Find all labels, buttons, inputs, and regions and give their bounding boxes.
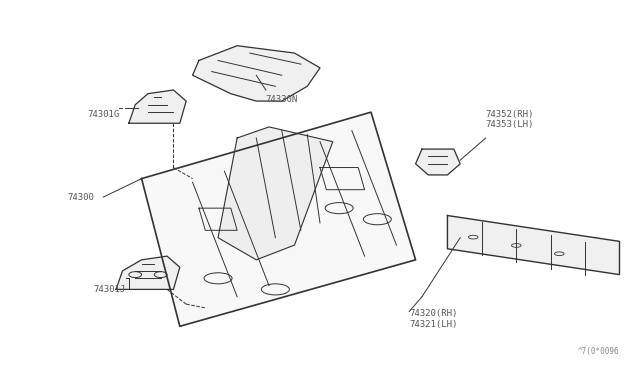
Polygon shape xyxy=(218,127,333,260)
Text: 74301G: 74301G xyxy=(87,109,119,119)
Polygon shape xyxy=(447,215,620,275)
Text: 74352(RH)
74353(LH): 74352(RH) 74353(LH) xyxy=(486,110,534,129)
Text: 74320(RH)
74321(LH): 74320(RH) 74321(LH) xyxy=(409,309,458,328)
Text: 74300: 74300 xyxy=(67,193,94,202)
Polygon shape xyxy=(116,256,180,289)
Polygon shape xyxy=(193,46,320,101)
Polygon shape xyxy=(129,90,186,123)
Text: 74330N: 74330N xyxy=(266,95,298,104)
Polygon shape xyxy=(141,112,415,326)
Text: ^7(0*0096: ^7(0*0096 xyxy=(578,347,620,356)
Polygon shape xyxy=(415,149,460,175)
Text: 74301J: 74301J xyxy=(93,285,125,294)
